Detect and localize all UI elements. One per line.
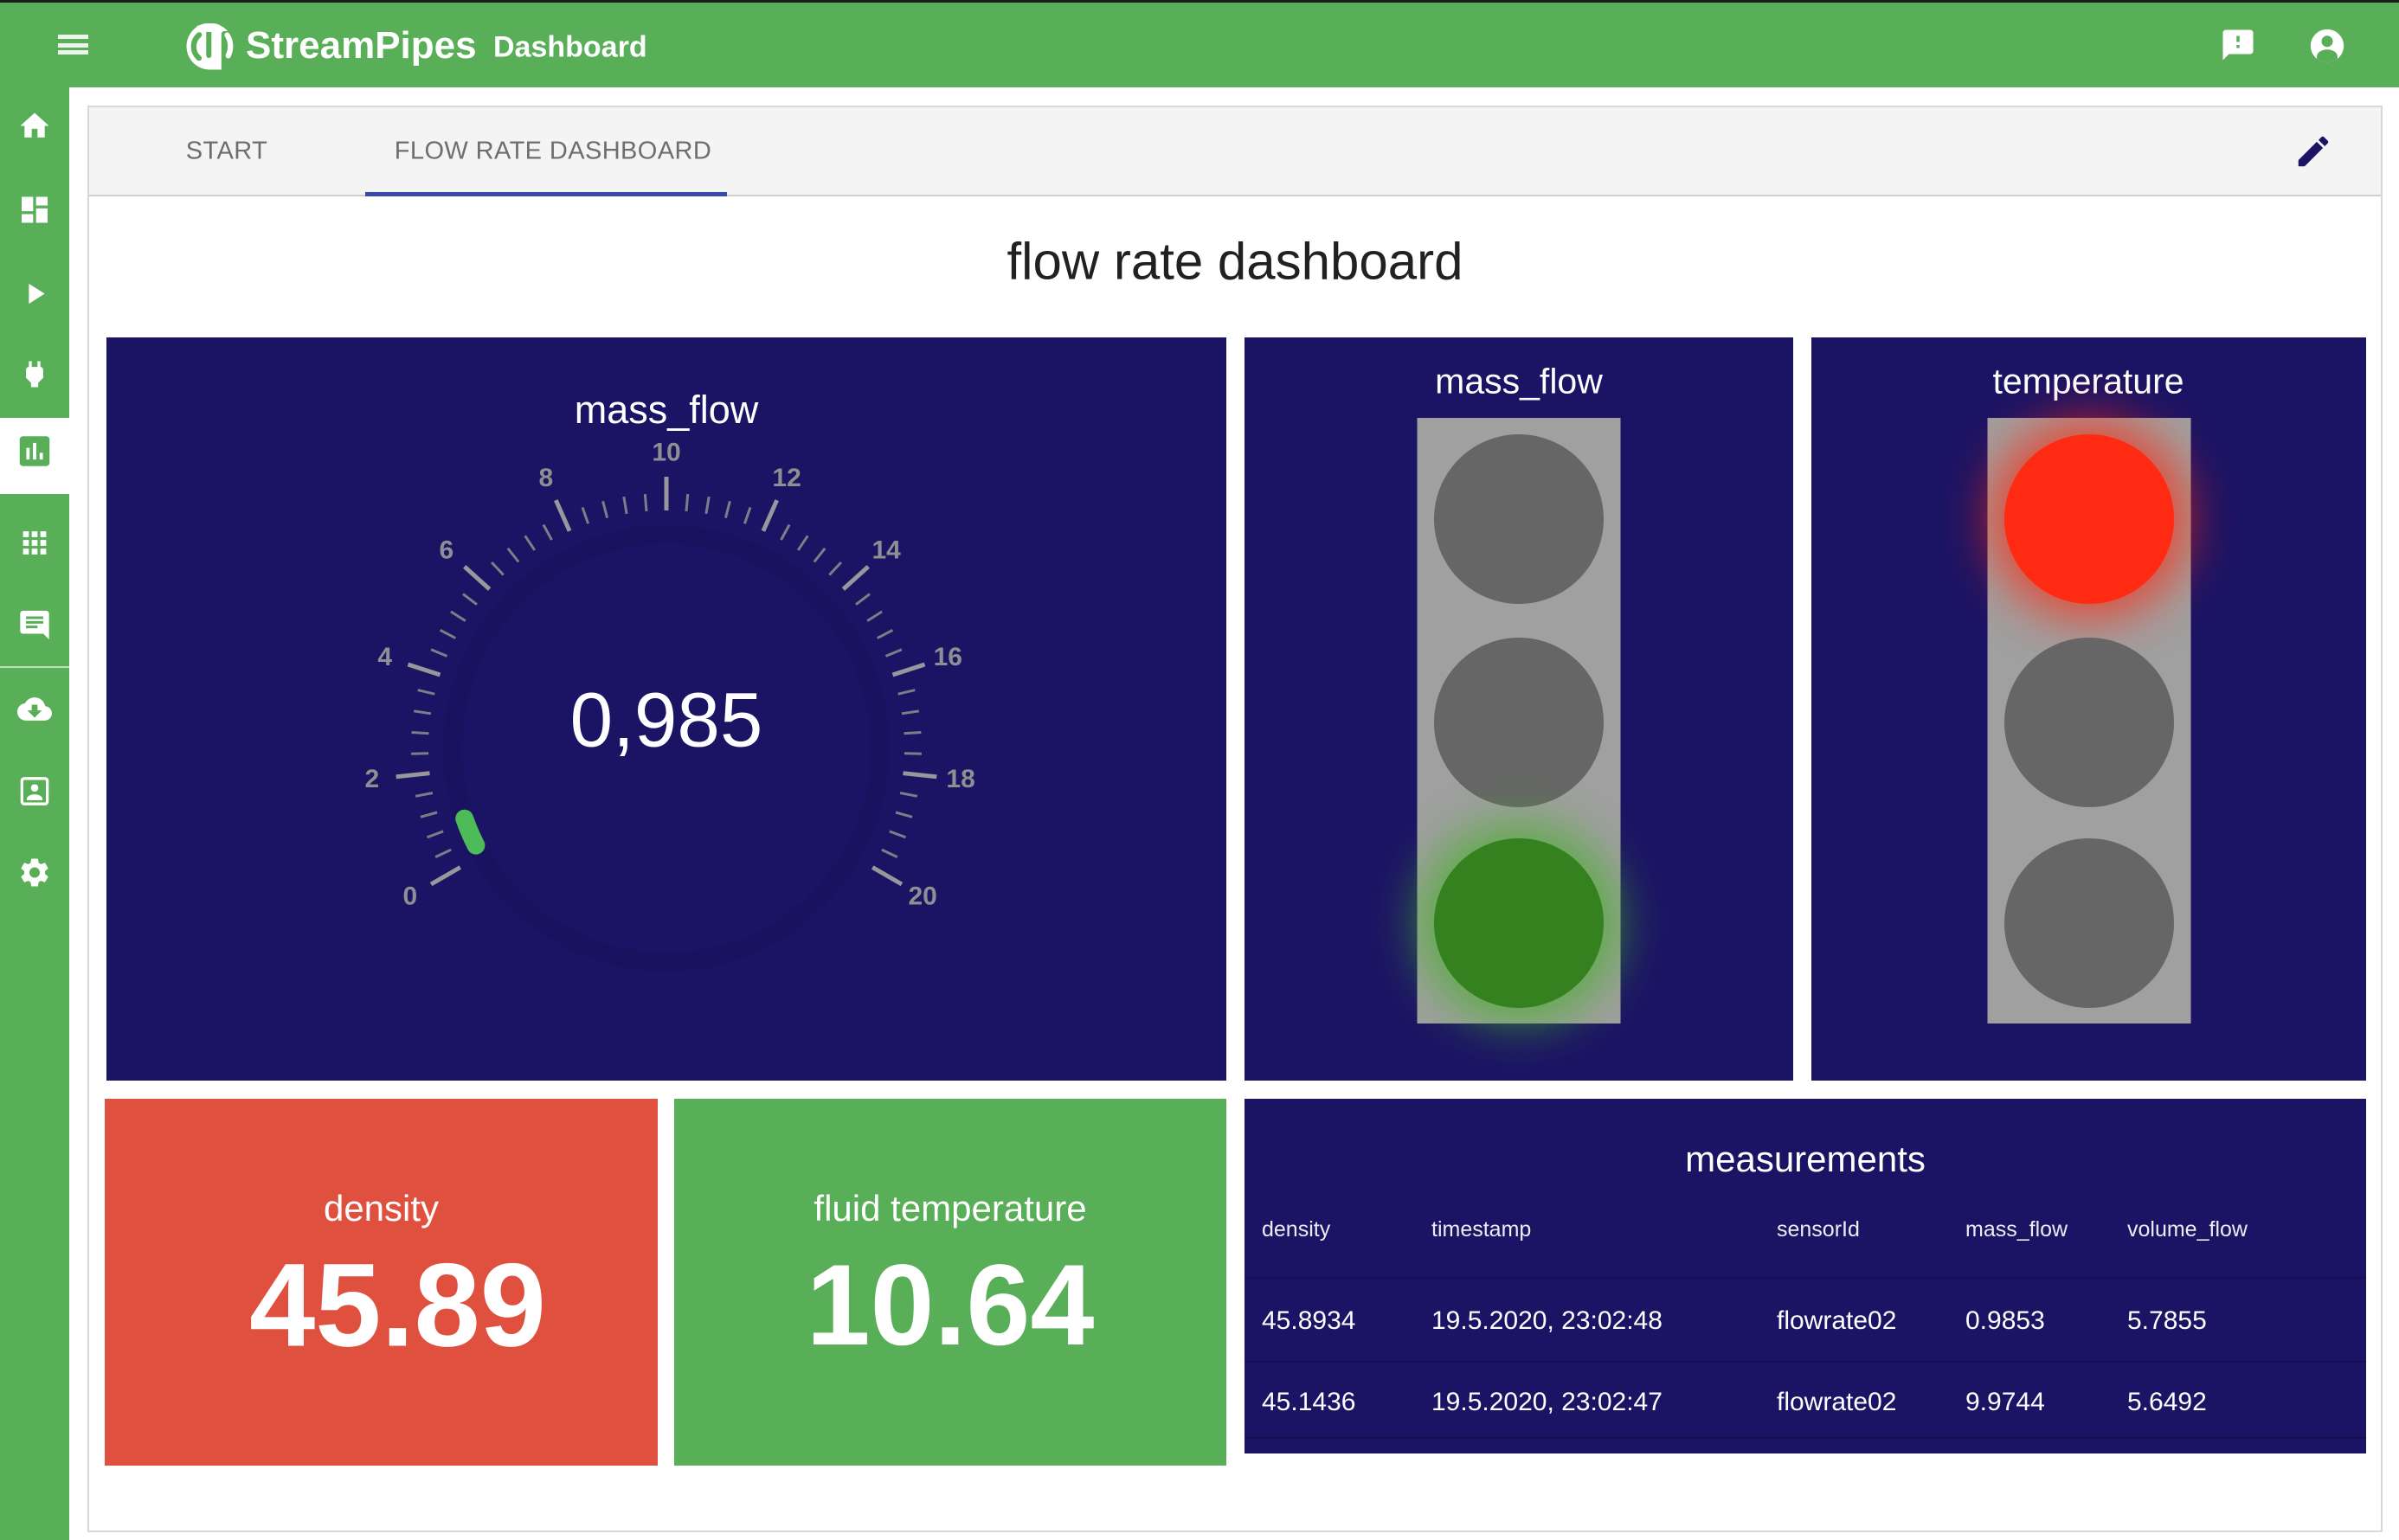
svg-text:0: 0 (402, 882, 417, 911)
svg-text:16: 16 (934, 643, 962, 671)
svg-text:4: 4 (377, 643, 392, 671)
svg-text:8: 8 (539, 464, 554, 492)
svg-text:20: 20 (909, 882, 937, 911)
svg-text:14: 14 (872, 536, 902, 565)
svg-text:2: 2 (365, 765, 380, 793)
svg-text:10: 10 (652, 439, 680, 467)
svg-text:12: 12 (772, 464, 801, 492)
svg-text:6: 6 (439, 536, 453, 565)
svg-text:18: 18 (946, 765, 974, 793)
